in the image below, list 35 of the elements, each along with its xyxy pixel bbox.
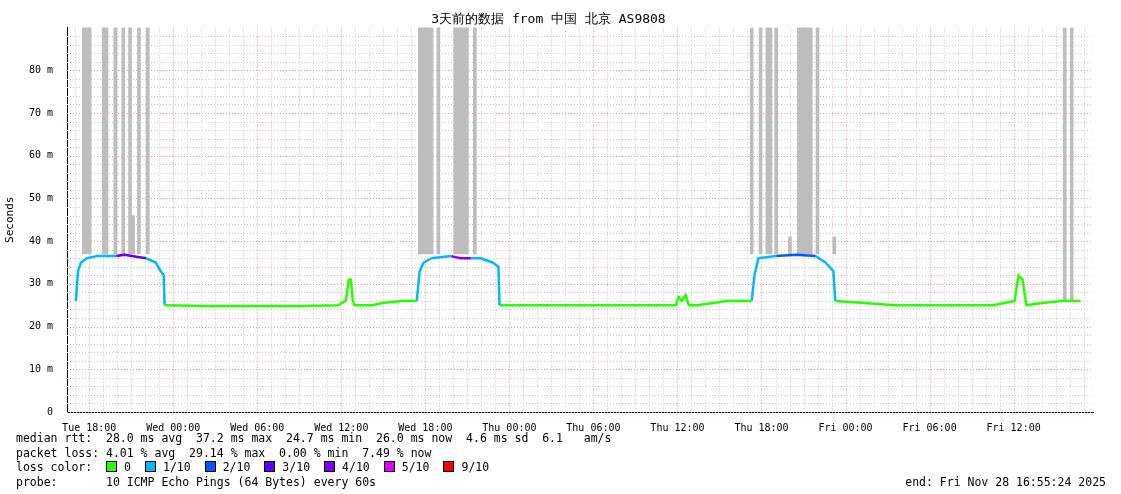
legend-title: loss color:	[16, 460, 94, 474]
y-tick-label: 60 m	[28, 149, 53, 161]
legend-label: 4/10	[342, 460, 370, 474]
y-tick-label: 10 m	[28, 362, 53, 374]
y-tick-label: 30 m	[28, 277, 53, 289]
x-tick-label: Fri 06:00	[902, 421, 957, 433]
x-tick-label: Thu 18:00	[734, 421, 789, 433]
y-tick-label: 40 m	[28, 234, 53, 246]
x-tick-label: Fri 00:00	[818, 421, 873, 433]
text: end: Fri Nov 28 16:55:24 2025	[905, 474, 1106, 489]
legend-label: 5/10	[401, 460, 430, 474]
x-tick-label: Tue 18:00	[62, 421, 117, 433]
y-tick-label: 80 m	[28, 63, 53, 75]
x-tick-label: Thu 06:00	[566, 421, 621, 433]
y-tick-label: 70 m	[28, 106, 53, 118]
legend-label: 0	[124, 460, 131, 474]
text: packet loss: 4.01 % avg 29.14 % max 0.00 % min 7.49 % now	[16, 445, 433, 460]
y-tick-label: 20 m	[28, 320, 53, 332]
chart-title: 3天前的数据 from 中国 北京 AS9808	[431, 11, 666, 27]
text: probe: 10 ICMP Echo Pings (64 Bytes) every 60s	[16, 474, 377, 489]
y-tick-label: 50 m	[28, 192, 53, 204]
legend-label: 1/10	[162, 460, 191, 474]
x-tick-label: Thu 00:00	[482, 421, 537, 433]
x-tick-label: Wed 00:00	[146, 421, 201, 433]
y-axis-title: Seconds	[3, 196, 17, 243]
x-tick-label: Wed 06:00	[230, 421, 285, 433]
x-tick-label: Thu 12:00	[650, 421, 705, 433]
legend-label: 2/10	[222, 460, 251, 474]
y-tick-label: 0	[46, 405, 53, 417]
text: median rtt: 28.0 ms avg 37.2 ms max 24.7 ms min 26.0 ms now 4.6 ms sd 6.1 am/s	[16, 431, 613, 446]
x-tick-label: Wed 18:00	[398, 421, 453, 433]
x-tick-label: Wed 12:00	[314, 421, 369, 433]
x-tick-label: Fri 12:00	[986, 421, 1041, 433]
legend-label: 9/10	[461, 460, 490, 474]
legend-label: 3/10	[282, 460, 311, 474]
